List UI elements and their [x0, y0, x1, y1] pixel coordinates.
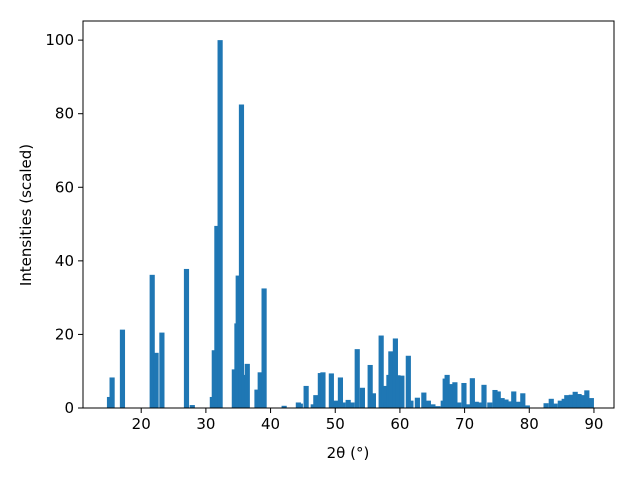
bar [588, 398, 594, 408]
bar [109, 377, 115, 408]
bar [159, 332, 165, 408]
y-tick-label: 60 [55, 178, 74, 196]
bar [399, 375, 405, 408]
bar [395, 375, 401, 408]
plot-frame [82, 20, 615, 409]
y-tick-label: 20 [55, 325, 74, 343]
bar [408, 400, 414, 408]
y-tick-label: 40 [55, 252, 74, 270]
x-tick-label: 80 [520, 415, 539, 433]
bar [281, 405, 287, 408]
bar [456, 402, 462, 408]
bar [378, 335, 384, 408]
x-tick-label: 90 [584, 415, 603, 433]
bar [520, 393, 526, 408]
y-axis-label: Intensities (scaled) [17, 144, 35, 286]
bar [337, 377, 344, 408]
bar [461, 382, 467, 408]
y-tick-label: 0 [64, 399, 74, 417]
bar [244, 363, 250, 408]
bar [430, 404, 436, 408]
bar [511, 391, 517, 408]
bar [370, 393, 376, 408]
x-tick-label: 60 [390, 415, 409, 433]
bar [345, 399, 351, 408]
bar [238, 104, 245, 408]
bar [349, 402, 355, 408]
bar [477, 402, 483, 408]
x-tick-label: 20 [132, 415, 151, 433]
bar [340, 402, 346, 408]
bar [183, 268, 190, 408]
bar [119, 329, 126, 408]
bar [584, 390, 590, 408]
bar [425, 400, 431, 408]
bar [557, 400, 563, 408]
bar [543, 403, 549, 408]
bar [392, 338, 398, 408]
bar [254, 389, 260, 408]
bar [576, 394, 582, 408]
bar [189, 405, 195, 408]
bar [261, 288, 267, 408]
x-tick-label: 30 [196, 415, 215, 433]
bar [313, 395, 319, 408]
bar [297, 403, 303, 408]
x-tick-label: 70 [455, 415, 474, 433]
bar [367, 364, 373, 408]
y-tick-label: 80 [55, 105, 74, 123]
bar [487, 402, 493, 408]
bar [452, 382, 458, 408]
y-tick-label: 100 [45, 31, 74, 49]
bar [492, 389, 498, 408]
bar [473, 401, 479, 408]
x-tick-label: 40 [261, 415, 280, 433]
bar [564, 395, 570, 408]
bar [568, 394, 574, 408]
bar [149, 274, 155, 408]
bar [303, 385, 309, 408]
bar [214, 225, 220, 408]
bar [257, 372, 263, 408]
bar [524, 405, 530, 408]
bar [469, 378, 475, 408]
bar [405, 355, 411, 408]
bar [499, 398, 505, 408]
bar [435, 406, 441, 408]
bar [572, 391, 578, 408]
bar [421, 392, 427, 408]
bar [552, 403, 558, 408]
bar [481, 384, 487, 408]
bar [495, 391, 501, 408]
x-axis-label: 2θ (°) [327, 444, 370, 462]
bar [503, 399, 509, 408]
bar [388, 351, 394, 408]
bar [153, 352, 159, 408]
bar [235, 275, 241, 408]
bar [444, 374, 450, 408]
bar [507, 401, 513, 408]
bar [217, 40, 223, 409]
bar [354, 349, 360, 408]
bar [465, 404, 471, 408]
bar [381, 385, 387, 408]
bar [359, 387, 365, 408]
bar [241, 374, 247, 408]
bar [548, 398, 554, 408]
x-tick-label: 50 [326, 415, 345, 433]
bar [515, 401, 521, 408]
bar [320, 372, 326, 408]
bar [580, 395, 586, 408]
bar [448, 384, 454, 408]
bar [414, 397, 420, 408]
bar [328, 373, 334, 408]
bar [333, 400, 339, 408]
